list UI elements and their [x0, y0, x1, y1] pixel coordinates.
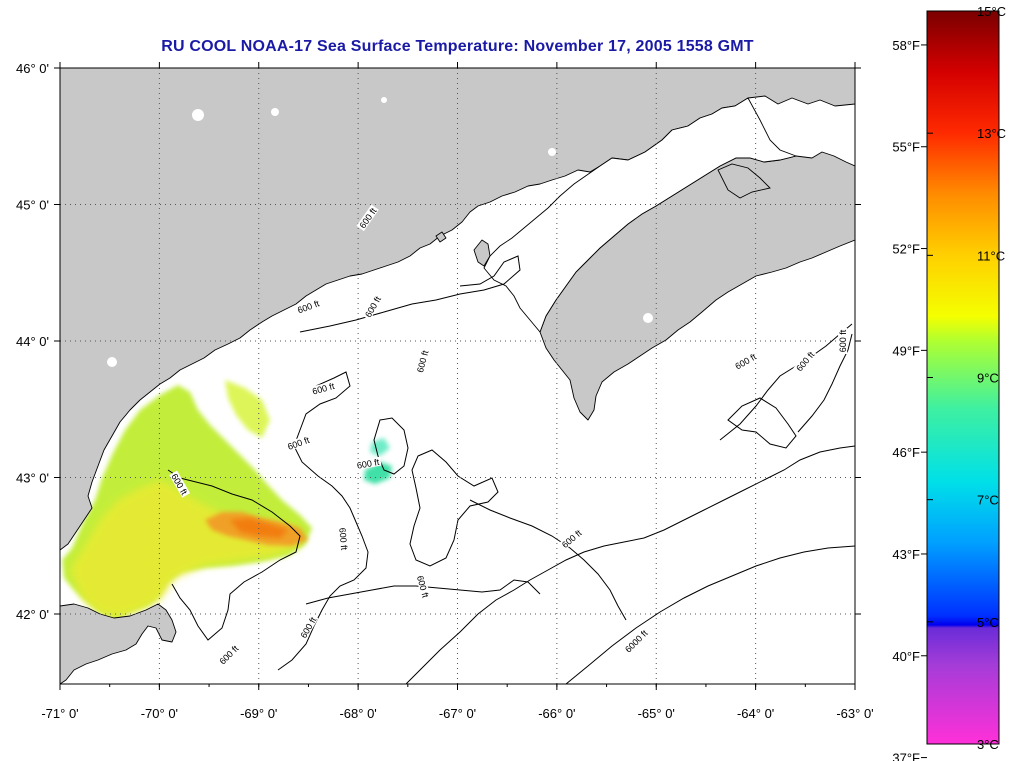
- colorbar-f-label-2: 52°F: [892, 242, 920, 257]
- colorbar-c-label-4: 7°C: [977, 493, 999, 508]
- lat-tick-label-2: 44° 0': [16, 334, 49, 349]
- contour-label-bg-2: [414, 347, 430, 376]
- colorbar-c-label-2: 11°C: [977, 248, 1005, 263]
- contour-600ft-scotian-a: [719, 323, 853, 441]
- colorbar-f-label-1: 55°F: [892, 140, 920, 155]
- lon-tick-label-1: -70° 0': [141, 706, 178, 721]
- contour-label-bg-10: [297, 613, 319, 641]
- contour-600ft-browns: [469, 499, 627, 621]
- lon-tick-label-3: -68° 0': [339, 706, 376, 721]
- bay-of-fundy-upper: [483, 97, 798, 333]
- map-title: RU COOL NOAA-17 Sea Surface Temperature:…: [161, 38, 754, 55]
- colorbar-c-label-6: 3°C: [977, 737, 999, 752]
- axes: -71° 0' -70° 0' -69° 0' -68° 0' -67° 0' -66° …: [16, 61, 874, 721]
- colorbar-labels: 15°C 13°C 11°C 9°C 7°C 5°C 3°C 58°F 55°F 52°F 49°F…: [892, 4, 1006, 761]
- contour-label-bg-7: [338, 525, 350, 553]
- lon-tick-label-8: -63° 0': [836, 706, 873, 721]
- lake-2: [271, 108, 279, 116]
- lon-tick-label-6: -65° 0': [638, 706, 675, 721]
- contour-label-15: 600 ft: [838, 329, 848, 352]
- contour-label-bg-13: [731, 350, 759, 372]
- contour-label-bg-3: [309, 380, 337, 397]
- contour-6000ft-slope: [565, 545, 855, 684]
- colorbar-c-label-5: 5°C: [977, 615, 999, 630]
- colorbar: 15°C 13°C 11°C 9°C 7°C 5°C 3°C 58°F 55°F 52°F 49°F…: [892, 4, 1006, 761]
- colorbar-c-label-0: 15°C: [977, 4, 1006, 19]
- lake-4: [643, 313, 653, 323]
- lat-tick-label-1: 45° 0': [16, 198, 49, 213]
- colorbar-f-label-4: 46°F: [892, 445, 920, 460]
- lon-tick-label-5: -66° 0': [538, 706, 575, 721]
- bathymetry-contours: [167, 255, 855, 684]
- lat-tick-label-0: 46° 0': [16, 61, 49, 76]
- contour-600ft-scotian-b: [797, 333, 853, 433]
- lat-tick-label-4: 42° 0': [16, 607, 49, 622]
- contour-label-bg-11: [216, 642, 241, 667]
- map-plot-area: [60, 68, 855, 684]
- contour-label-5: 600 ft: [356, 457, 380, 471]
- contour-label-bg-15: [838, 328, 848, 354]
- sst-patch-cool-filament: [364, 462, 392, 484]
- contour-label-bg-12: [623, 628, 649, 654]
- lake-5: [548, 148, 556, 156]
- colorbar-f-label-5: 43°F: [892, 547, 920, 562]
- colorbar-f-label-6: 40°F: [892, 649, 920, 664]
- lon-tick-label-7: -64° 0': [737, 706, 774, 721]
- lon-tick-label-4: -67° 0': [439, 706, 476, 721]
- contour-600ft-gulf-d: [373, 417, 409, 475]
- contour-label-bg-9: [558, 526, 585, 551]
- colorbar-f-label-0: 58°F: [892, 38, 920, 53]
- colorbar-f-label-7: 37°F: [892, 751, 920, 761]
- minas-basin: [717, 163, 771, 199]
- inland-water: [107, 97, 798, 367]
- contour-600ft-georges: [305, 579, 541, 605]
- contour-label-bg-8: [415, 572, 431, 601]
- contour-label-bg-5: [354, 456, 382, 471]
- lat-tick-label-3: 43° 0': [16, 471, 49, 486]
- land-small-island: [435, 231, 447, 243]
- land-cape-cod: [60, 603, 177, 684]
- sst-patch-shelf-yellow: [70, 480, 300, 618]
- lake-3: [107, 357, 117, 367]
- contour-600ft-gulf-a: [167, 469, 301, 641]
- lake-1: [192, 109, 204, 121]
- contour-label-bg-14: [793, 348, 817, 375]
- lon-tick-label-2: -69° 0': [240, 706, 277, 721]
- lake-6: [381, 97, 387, 103]
- contour-600ft-shelf-edge: [405, 445, 855, 684]
- contour-label-bg-4: [284, 434, 313, 452]
- contour-label-bg-1: [362, 293, 383, 321]
- lon-tick-label-0: -71° 0': [41, 706, 78, 721]
- colorbar-f-label-3: 49°F: [892, 343, 920, 358]
- colorbar-c-label-1: 13°C: [977, 126, 1006, 141]
- contour-600ft-scotian-c: [727, 397, 797, 449]
- contour-label-7: 600 ft: [337, 527, 349, 551]
- contour-label-bg-6: [169, 470, 191, 498]
- contour-label-bg-16: [356, 204, 379, 232]
- contour-600ft-gulf-c: [277, 371, 369, 671]
- colorbar-c-label-3: 9°C: [977, 371, 999, 386]
- contour-label-bg-0: [294, 297, 323, 316]
